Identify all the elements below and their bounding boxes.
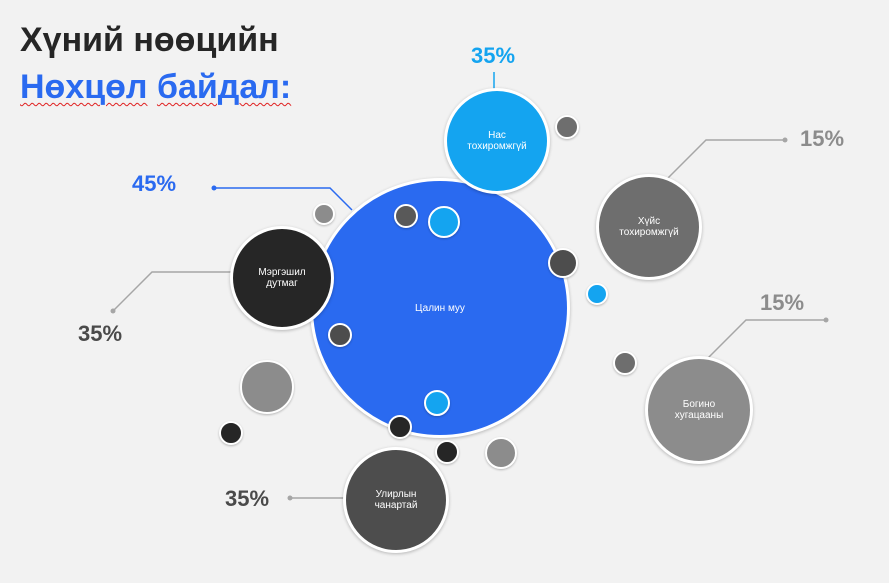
decor-dot <box>586 283 608 305</box>
bubble-gender: Хүйс тохиромжгүй <box>596 174 702 280</box>
percent-age: 35% <box>471 43 516 68</box>
bubble-qualification: Мэргэшил дутмаг <box>230 226 334 330</box>
percent-low-salary: 45% <box>132 171 177 196</box>
decor-dot <box>219 421 243 445</box>
bubble-gender-label: Хүйс тохиромжгүй <box>619 216 679 238</box>
decor-dot <box>394 204 418 228</box>
decor-dot <box>485 437 517 469</box>
percent-gender: 15% <box>800 126 845 151</box>
bubble-age-label: Нас тохиромжгүй <box>467 130 527 152</box>
leader-dot-shortterm <box>823 317 829 323</box>
decor-dot <box>424 390 450 416</box>
percent-seasonal: 35% <box>225 486 270 511</box>
title-word-2: байдал: <box>156 68 292 106</box>
decor-dot <box>548 248 578 278</box>
leader-line-gender <box>667 139 785 179</box>
leader-line-center <box>214 187 353 211</box>
leader-dot-seasonal <box>287 495 293 501</box>
decor-dot <box>388 415 412 439</box>
leader-line-qualification <box>112 271 232 312</box>
title-line-1: Хүний нөөцийн <box>20 21 279 59</box>
bubble-age: Нас тохиромжгүй <box>444 88 550 194</box>
percent-short-term: 15% <box>760 290 805 315</box>
decor-dot <box>613 351 637 375</box>
bubble-low-salary-label: Цалин муу <box>415 302 465 314</box>
percent-qualification: 35% <box>78 321 123 346</box>
title-word-1: Нөхцөл <box>20 68 148 106</box>
leader-dot-qualification <box>110 308 116 314</box>
bubble-short-term: Богино хугацааны <box>645 356 753 464</box>
leader-line-shortterm <box>705 319 826 361</box>
decor-dot <box>428 206 460 238</box>
decor-dot <box>313 203 335 225</box>
leader-dot-center <box>211 185 217 191</box>
decor-dot <box>555 115 579 139</box>
bubble-short-term-label: Богино хугацааны <box>674 399 724 421</box>
bubble-seasonal-label: Улирлын чанартай <box>374 489 418 511</box>
decor-dot <box>240 360 294 414</box>
bubble-qualification-label: Мэргэшил дутмаг <box>258 267 306 289</box>
bubble-seasonal: Улирлын чанартай <box>343 447 449 553</box>
title-line-2: Нөхцөл байдал: <box>20 67 291 107</box>
decor-dot <box>328 323 352 347</box>
leader-dot-gender <box>782 137 788 143</box>
decor-dot <box>435 440 459 464</box>
